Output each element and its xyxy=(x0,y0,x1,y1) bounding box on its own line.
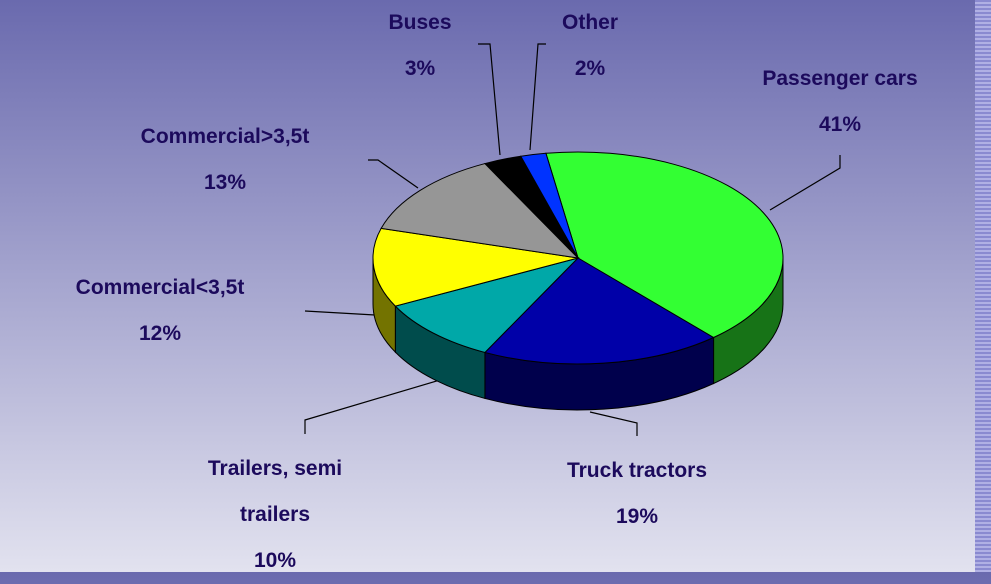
leader-lines xyxy=(304,43,841,436)
slice-label: Commercial>3,5t 13% xyxy=(141,114,310,206)
leader-line xyxy=(368,159,419,189)
slice xyxy=(380,162,580,259)
slice-label: Commercial<3,5t 12% xyxy=(76,265,245,357)
value-label: 2% xyxy=(574,57,606,80)
category-label: Passenger cars xyxy=(762,67,918,90)
slice xyxy=(545,151,784,339)
leader-line xyxy=(769,155,841,211)
category-label: Truck tractors xyxy=(566,459,708,482)
slice-label: Truck tractors 19% xyxy=(567,448,707,540)
slice-label: Passenger cars 41% xyxy=(762,56,917,148)
leader-line xyxy=(304,310,376,316)
slice xyxy=(372,227,579,307)
category-label: Buses xyxy=(388,11,452,34)
leader-line xyxy=(304,379,441,434)
value-label: 10% xyxy=(253,549,297,572)
value-label: 12% xyxy=(138,322,182,345)
category-label: Other xyxy=(561,11,619,34)
category-label: Trailers, semi trailers xyxy=(207,457,343,526)
value-label: 19% xyxy=(615,505,659,528)
leader-line xyxy=(589,411,638,436)
value-label: 13% xyxy=(203,171,247,194)
border-strip xyxy=(975,0,991,572)
page: Passenger cars 41% Truck tractors 19% Trai… xyxy=(0,0,991,572)
category-label: Commercial>3,5t xyxy=(140,125,310,148)
leader-line xyxy=(529,43,546,151)
pie xyxy=(372,151,784,411)
leader-line xyxy=(478,43,501,156)
slice xyxy=(520,152,579,259)
slice xyxy=(394,257,580,354)
slice xyxy=(483,257,715,365)
value-label: 3% xyxy=(404,57,436,80)
chart xyxy=(304,43,841,436)
slice-label: Trailers, semi trailers 10% xyxy=(180,446,370,584)
slice-label: Buses 3% xyxy=(388,0,451,92)
slice-label: Other 2% xyxy=(562,0,618,92)
value-label: 41% xyxy=(818,113,862,136)
category-label: Commercial<3,5t xyxy=(75,276,245,299)
